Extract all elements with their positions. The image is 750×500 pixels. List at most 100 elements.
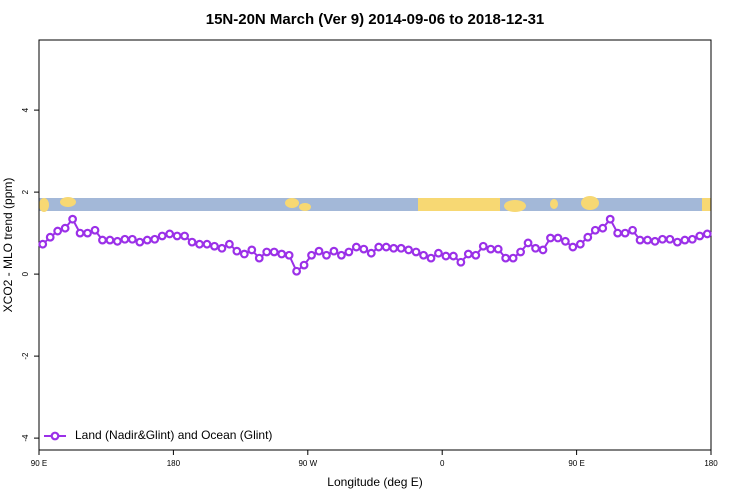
- data-point: [187, 237, 197, 247]
- data-point: [195, 239, 204, 249]
- data-point: [471, 250, 481, 260]
- x-tick-label: 180: [167, 459, 181, 468]
- data-point: [337, 250, 346, 260]
- data-point: [396, 243, 406, 253]
- y-tick-label: 0: [21, 271, 30, 276]
- data-point: [411, 247, 421, 257]
- data-point: [456, 257, 466, 267]
- data-point: [83, 228, 92, 238]
- x-tick-label: 180: [704, 459, 718, 468]
- data-point: [53, 226, 63, 236]
- data-point: [673, 237, 682, 247]
- data-point: [620, 228, 630, 238]
- data-point: [38, 239, 48, 249]
- data-point: [583, 232, 593, 242]
- data-point: [374, 242, 384, 252]
- data-point: [434, 248, 443, 258]
- data-point: [247, 245, 257, 255]
- data-point: [598, 223, 608, 233]
- data-point: [269, 247, 279, 257]
- data-point: [680, 235, 690, 245]
- data-point: [165, 229, 175, 239]
- data-point: [217, 243, 227, 253]
- data-point: [277, 249, 287, 259]
- y-tick-label: 2: [21, 189, 30, 194]
- data-point: [531, 243, 540, 253]
- data-point: [366, 248, 376, 258]
- data-point: [643, 235, 652, 245]
- data-point: [142, 235, 152, 245]
- data-point: [441, 251, 451, 261]
- data-point: [322, 250, 331, 260]
- data-point: [501, 253, 511, 263]
- data-point: [329, 246, 339, 256]
- data-point: [157, 231, 167, 241]
- data-point: [658, 234, 667, 244]
- x-axis-label: Longitude (deg E): [327, 475, 422, 489]
- data-point: [150, 234, 160, 244]
- data-point: [613, 228, 623, 238]
- data-point: [202, 239, 212, 249]
- data-point: [553, 233, 563, 243]
- data-point: [112, 236, 122, 246]
- data-point: [314, 246, 324, 256]
- data-point: [695, 231, 705, 241]
- y-axis-label: XCO2 - MLO trend (ppm): [1, 178, 15, 313]
- data-point: [105, 235, 115, 245]
- data-point: [493, 244, 503, 254]
- data-point: [650, 236, 660, 246]
- x-tick-label: 90 E: [568, 459, 584, 468]
- y-tick-label: -4: [21, 434, 30, 442]
- data-point: [486, 244, 496, 254]
- data-point: [389, 243, 399, 253]
- map-strip: [39, 196, 711, 212]
- data-point: [90, 225, 100, 235]
- data-point: [538, 245, 548, 255]
- data-point: [224, 239, 234, 249]
- data-point: [463, 249, 473, 259]
- data-point: [665, 234, 675, 244]
- data-point: [419, 250, 428, 260]
- data-point: [351, 242, 361, 252]
- data-point: [98, 235, 107, 245]
- data-point: [210, 241, 219, 251]
- data-point: [381, 242, 391, 252]
- data-point: [135, 237, 145, 247]
- y-tick-label: -2: [21, 352, 30, 360]
- data-point: [702, 229, 712, 239]
- data-point: [75, 228, 85, 238]
- data-point: [232, 246, 242, 256]
- data-point: [404, 245, 414, 255]
- data-point: [299, 260, 309, 270]
- data-point: [344, 247, 354, 257]
- land-shapes: [39, 196, 711, 212]
- data-point: [449, 251, 458, 261]
- data-point: [359, 244, 369, 254]
- data-point: [478, 241, 488, 251]
- x-tick-label: 0: [440, 459, 445, 468]
- data-point: [180, 231, 190, 241]
- data-point: [262, 247, 272, 257]
- legend-label: Land (Nadir&Glint) and Ocean (Glint): [75, 428, 272, 442]
- chart-title: 15N-20N March (Ver 9) 2014-09-06 to 2018…: [206, 11, 545, 28]
- data-point: [307, 250, 316, 260]
- data-point: [292, 266, 302, 276]
- data-point: [60, 223, 70, 233]
- data-point: [284, 250, 294, 260]
- data-point: [575, 239, 585, 249]
- data-point: [516, 247, 525, 257]
- y-tick-label: 4: [21, 107, 30, 112]
- data-point: [426, 253, 436, 263]
- legend-marker: [50, 431, 60, 441]
- ocean-strip: [39, 198, 711, 211]
- data-point: [523, 238, 533, 248]
- data-point: [561, 236, 570, 246]
- data-point: [254, 253, 264, 263]
- data-point: [546, 233, 555, 243]
- data-point: [628, 225, 637, 235]
- data-point: [605, 214, 615, 224]
- data-point: [568, 242, 578, 252]
- data-point: [172, 231, 182, 241]
